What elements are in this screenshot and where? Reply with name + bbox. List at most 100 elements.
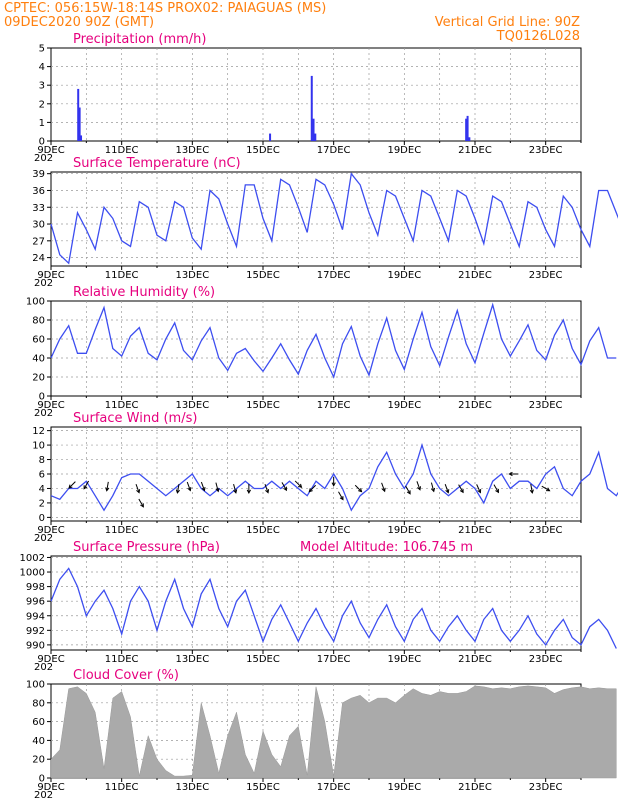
- humidity-xtick-label: 11DEC: [105, 400, 139, 411]
- pressure-line: [50, 567, 617, 649]
- wind-arrow-shaft: [405, 485, 411, 495]
- wind-arrow-head: [339, 496, 344, 501]
- wind-arrow: [458, 484, 464, 494]
- wind-arrow: [354, 484, 363, 493]
- precip-bar: [314, 133, 317, 141]
- precipitation-ytick-label: 4: [39, 62, 45, 73]
- header-station: CPTEC: 056:15W-18:14S PROX02: PAIAGUAS (…: [4, 1, 326, 16]
- cloud-cover-ytick-label: 80: [32, 698, 45, 709]
- wind-arrow-shaft: [476, 484, 481, 493]
- cloud-cover-ytick-label: 100: [26, 680, 45, 691]
- wind-arrow-shaft: [264, 484, 269, 493]
- humidity-xtick-label: 23DEC: [529, 400, 563, 411]
- cloud-cover-xtick-label: 9DEC: [37, 782, 64, 793]
- wind-arrow-shaft: [68, 481, 76, 489]
- wind-arrow-shaft: [458, 484, 464, 493]
- precip-bar: [269, 133, 272, 141]
- pressure-ytick-label: 994: [26, 611, 45, 622]
- wind-arrow: [294, 480, 303, 489]
- temperature-year-label: 202: [34, 278, 53, 289]
- temperature-ytick-label: 27: [32, 236, 45, 247]
- precip-bar: [312, 118, 315, 141]
- pressure-ytick-label: 990: [26, 640, 45, 651]
- precip-bar: [465, 118, 468, 141]
- wind-arrow-head: [508, 471, 513, 477]
- wind-arrow-head: [529, 489, 534, 494]
- wind-arrow-shaft: [493, 484, 499, 493]
- wind-arrow: [233, 483, 238, 494]
- wind-arrow-head: [265, 489, 270, 494]
- humidity-xtick-label: 13DEC: [175, 400, 209, 411]
- wind-arrow-head: [175, 489, 180, 494]
- temperature-xtick-label: 19DEC: [387, 270, 421, 281]
- wind-arrow-shaft: [354, 484, 362, 492]
- pressure-ytick-label: 996: [26, 597, 45, 608]
- wind-xtick-label: 11DEC: [105, 525, 139, 536]
- wind-ytick-label: 4: [39, 484, 45, 495]
- pressure-ytick-label: 1000: [20, 568, 45, 579]
- temperature-xtick-label: 9DEC: [37, 270, 64, 281]
- pressure-xtick-label: 13DEC: [175, 654, 209, 665]
- wind-arrow: [476, 484, 482, 494]
- cloud-cover-ytick-label: 0: [39, 774, 45, 785]
- wind-arrow: [331, 476, 336, 487]
- wind-arrow-shaft: [444, 484, 449, 493]
- wind-arrow: [138, 498, 144, 508]
- temperature-ytick-label: 39: [32, 169, 45, 180]
- wind-xtick-label: 13DEC: [175, 525, 209, 536]
- cloud-cover-xtick-label: 23DEC: [529, 782, 563, 793]
- wind-arrow: [416, 481, 422, 491]
- pressure-year-label: 202: [34, 662, 53, 673]
- wind-panel: 0 2 4 6 8 10 12 9DEC 11DEC 13DEC 15DEC 17DEC 19DEC 21…: [32, 411, 618, 544]
- precipitation-ytick-label: 0: [39, 137, 45, 148]
- pressure-xtick-label: 19DEC: [387, 654, 421, 665]
- wind-arrow-head: [430, 487, 436, 493]
- wind-arrow: [175, 483, 180, 494]
- wind-arrow-shaft: [541, 485, 550, 492]
- pressure-frame: [50, 555, 582, 651]
- wind-arrow: [493, 484, 499, 494]
- temperature-xtick-label: 11DEC: [105, 270, 139, 281]
- wind-ytick-label: 8: [39, 455, 45, 466]
- wind-arrow-shaft: [186, 481, 191, 491]
- humidity-xtick-label: 9DEC: [37, 400, 64, 411]
- wind-arrow-head: [187, 486, 192, 492]
- temperature-ytick-label: 33: [32, 203, 45, 214]
- wind-arrow-head: [546, 487, 551, 492]
- wind-arrow: [529, 483, 534, 494]
- wind-arrow-shaft: [294, 480, 302, 488]
- precipitation-frame: [50, 47, 582, 142]
- header-run-time: 09DEC2020 90Z (GMT): [4, 15, 154, 30]
- cloud-cover-xtick-label: 13DEC: [175, 782, 209, 793]
- wind-arrow: [215, 482, 220, 493]
- wind-arrow: [430, 482, 436, 493]
- wind-arrow: [135, 484, 141, 494]
- wind-arrow-head: [417, 486, 422, 491]
- cloud-cover-year-label: 202: [34, 790, 53, 800]
- wind-arrow-head: [308, 488, 313, 493]
- temperature-line: [50, 172, 618, 265]
- wind-arrow-head: [140, 503, 144, 508]
- wind-arrow: [105, 481, 110, 492]
- wind-arrow-shaft: [135, 484, 140, 493]
- wind-xtick-label: 23DEC: [529, 525, 563, 536]
- precipitation-xtick-label: 9DEC: [37, 145, 64, 156]
- temperature-xtick-label: 17DEC: [317, 270, 351, 281]
- precipitation-xtick-label: 17DEC: [317, 145, 351, 156]
- wind-arrow-shaft: [138, 498, 144, 508]
- wind-arrow-shaft: [308, 484, 317, 492]
- wind-arrow: [186, 481, 192, 492]
- wind-xtick-label: 21DEC: [458, 525, 492, 536]
- precipitation-title: Precipitation (mm/h): [73, 32, 206, 47]
- pressure-xtick-label: 15DEC: [246, 654, 280, 665]
- precip-bar: [80, 135, 83, 141]
- wind-arrow-shaft: [176, 483, 180, 493]
- wind-xtick-label: 19DEC: [387, 525, 421, 536]
- wind-arrow-head: [495, 488, 499, 494]
- precipitation-panel: 0 1 2 3 4 5 9DEC 11DEC 13DEC 15DEC 17DEC 19DEC 21DEC…: [34, 32, 582, 164]
- wind-arrow-shaft: [381, 482, 386, 492]
- wind-arrow: [338, 491, 344, 501]
- wind-ytick-label: 6: [39, 470, 45, 481]
- wind-arrow: [541, 485, 551, 492]
